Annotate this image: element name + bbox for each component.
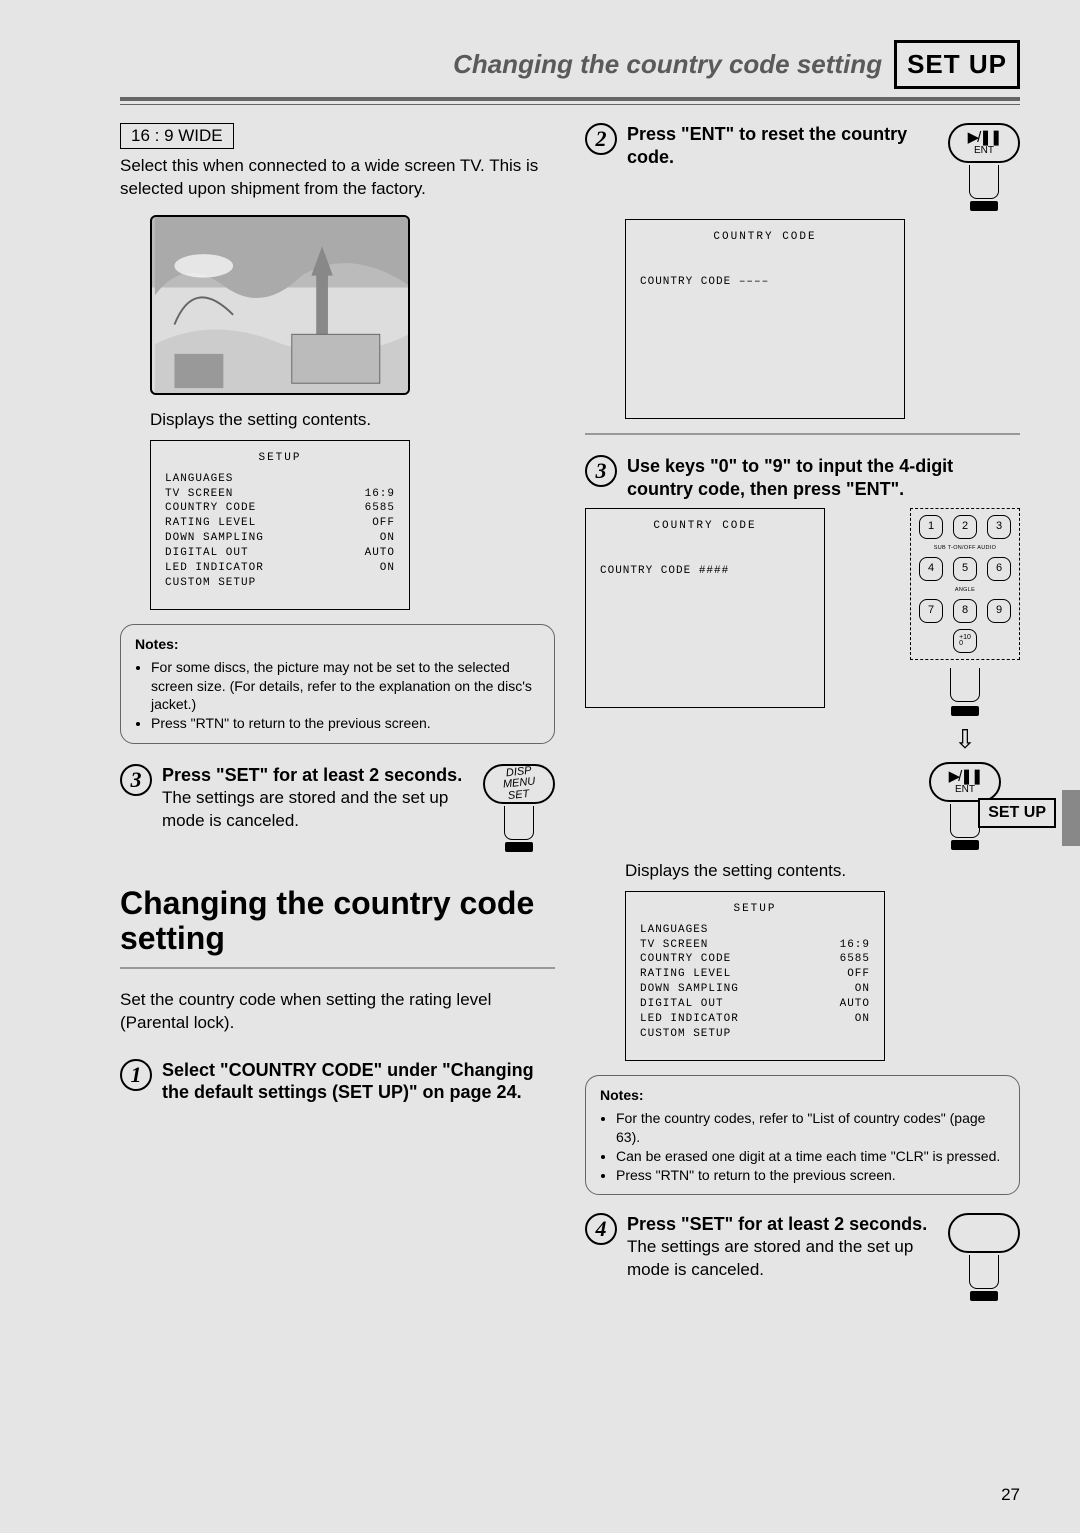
side-tab [1062, 790, 1080, 846]
notes-box-right: Notes: For the country codes, refer to "… [585, 1075, 1020, 1195]
right-step-4: 4 Press "SET" for at least 2 seconds. Th… [585, 1213, 934, 1281]
setup-screen-left: SETUP LANGUAGESTV SCREEN16:9COUNTRY CODE… [150, 440, 410, 610]
right-step-2: 2 Press "ENT" to reset the country code. [585, 123, 934, 168]
note-item: Can be erased one digit at a time each t… [616, 1147, 1005, 1166]
page-number: 27 [1001, 1485, 1020, 1505]
content-columns: 16 : 9 WIDE Select this when connected t… [120, 123, 1020, 1301]
generic-button-icon [948, 1213, 1020, 1301]
keypad-key: +10 0 [953, 629, 977, 653]
section-rule [120, 967, 555, 969]
right-column: 2 Press "ENT" to reset the country code.… [585, 123, 1020, 1301]
setup-row: DOWN SAMPLINGON [640, 982, 870, 997]
setup-screen-title: SETUP [165, 451, 395, 466]
setup-row: COUNTRY CODE6585 [165, 501, 395, 516]
keypad-key: 1 [919, 515, 943, 539]
country-code-screen-2: COUNTRY CODE COUNTRY CODE #### [585, 508, 825, 708]
divider [585, 433, 1020, 435]
keypad-key: 7 [919, 599, 943, 623]
setup-screen-right: SETUP LANGUAGESTV SCREEN16:9COUNTRY CODE… [625, 891, 885, 1061]
setup-row: COUNTRY CODE6585 [640, 952, 870, 967]
setup-row: LED INDICATORON [165, 561, 395, 576]
page-header: Changing the country code setting SET UP [120, 40, 1020, 89]
notes-title: Notes: [135, 635, 540, 654]
setup-row: LED INDICATORON [640, 1012, 870, 1027]
keypad-row-label: SUB T-ON/OFF AUDIO [934, 545, 996, 551]
section-title: Changing the country code setting [120, 886, 555, 956]
setup-row: RATING LEVELOFF [640, 967, 870, 982]
setup-row: DOWN SAMPLINGON [165, 531, 395, 546]
header-title: Changing the country code setting [453, 49, 882, 80]
manual-page: Changing the country code setting SET UP… [0, 0, 1080, 1533]
cc-row: COUNTRY CODE #### [600, 564, 810, 579]
setup-row: DIGITAL OUTAUTO [165, 546, 395, 561]
right-step-3: 3 Use keys "0" to "9" to input the 4-dig… [585, 455, 1020, 500]
step-number: 2 [585, 123, 617, 155]
header-rule [120, 97, 1020, 105]
wide-text: Select this when connected to a wide scr… [120, 155, 555, 201]
keypad-key: 2 [953, 515, 977, 539]
step-number: 3 [585, 455, 617, 487]
step-body: The settings are stored and the set up m… [627, 1236, 934, 1282]
wide-label: 16 : 9 WIDE [120, 123, 234, 149]
left-step-3: 3 Press "SET" for at least 2 seconds. Th… [120, 764, 469, 832]
left-column: 16 : 9 WIDE Select this when connected t… [120, 123, 555, 1301]
left-step-1: 1 Select "COUNTRY CODE" under "Changing … [120, 1059, 555, 1104]
setup-row: TV SCREEN16:9 [640, 938, 870, 953]
setup-screen-title: SETUP [640, 902, 870, 917]
step-head: Press "ENT" to reset the country code. [627, 123, 934, 168]
setup-row: DIGITAL OUTAUTO [640, 997, 870, 1012]
cc-title: COUNTRY CODE [640, 230, 890, 245]
keypad-key: 4 [919, 557, 943, 581]
step-number: 3 [120, 764, 152, 796]
setup-row: TV SCREEN16:9 [165, 487, 395, 502]
step-number: 4 [585, 1213, 617, 1245]
note-item: Press "RTN" to return to the previous sc… [616, 1166, 1005, 1185]
keypad-key: 9 [987, 599, 1011, 623]
note-item: For the country codes, refer to "List of… [616, 1109, 1005, 1147]
setup-row: CUSTOM SETUP [165, 576, 395, 591]
disp-menu-set-button-icon: DISP MENU SET [483, 764, 555, 852]
keypad-key: 8 [953, 599, 977, 623]
section-body: Set the country code when setting the ra… [120, 989, 555, 1035]
keypad-key: 5 [953, 557, 977, 581]
step-body: The settings are stored and the set up m… [162, 787, 469, 833]
setup-row: CUSTOM SETUP [640, 1027, 870, 1042]
cc-row: COUNTRY CODE –––– [640, 275, 890, 290]
setup-badge: SET UP [894, 40, 1020, 89]
keypad-key: 3 [987, 515, 1011, 539]
notes-title: Notes: [600, 1086, 1005, 1105]
step-head: Press "SET" for at least 2 seconds. [162, 764, 469, 787]
setup-row: RATING LEVELOFF [165, 516, 395, 531]
notes-box-left: Notes: For some discs, the picture may n… [120, 624, 555, 744]
arrow-down-icon: ⇩ [954, 726, 976, 752]
step-head: Select "COUNTRY CODE" under "Changing th… [162, 1059, 555, 1104]
displays-label: Displays the setting contents. [625, 860, 1020, 883]
tv-illustration [150, 215, 410, 395]
setup-row: LANGUAGES [165, 472, 395, 487]
note-item: For some discs, the picture may not be s… [151, 658, 540, 715]
step-head: Press "SET" for at least 2 seconds. [627, 1213, 934, 1236]
ent-button-icon: ▶/❚❚ ENT [948, 123, 1020, 211]
step-head: Use keys "0" to "9" to input the 4-digit… [627, 455, 1020, 500]
cc-title: COUNTRY CODE [600, 519, 810, 534]
keypad-row-label: ANGLE [955, 587, 975, 593]
keypad-key: 6 [987, 557, 1011, 581]
step-number: 1 [120, 1059, 152, 1091]
side-setup-label: SET UP [978, 798, 1056, 828]
displays-label: Displays the setting contents. [150, 409, 555, 432]
country-code-screen-1: COUNTRY CODE COUNTRY CODE –––– [625, 219, 905, 419]
note-item: Press "RTN" to return to the previous sc… [151, 714, 540, 733]
setup-row: LANGUAGES [640, 923, 870, 938]
